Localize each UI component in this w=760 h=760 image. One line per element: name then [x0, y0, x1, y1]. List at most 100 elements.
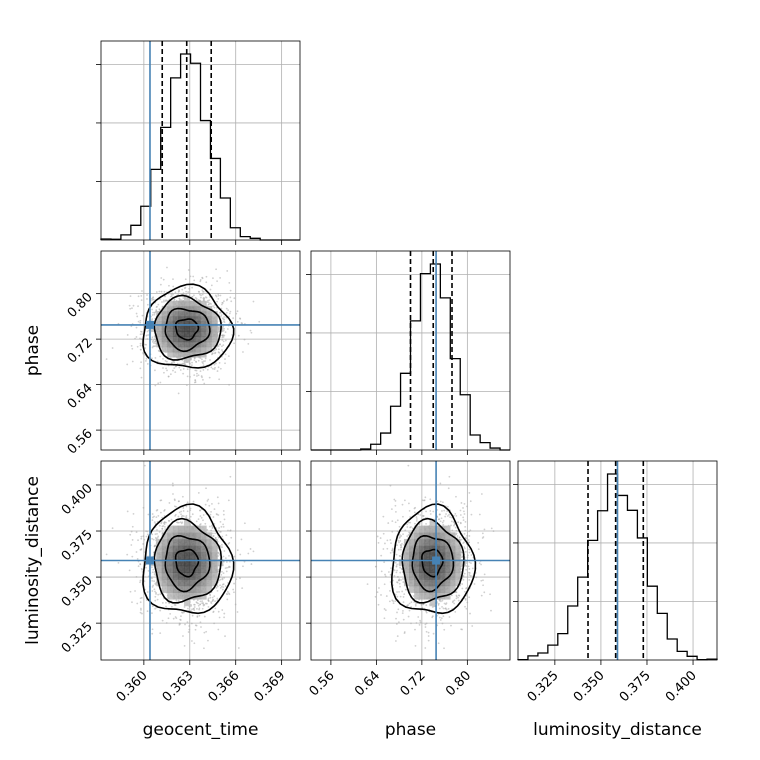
sample-point: [466, 554, 469, 557]
sample-point: [139, 367, 142, 370]
sample-point: [417, 616, 420, 618]
density-cell: [156, 316, 163, 322]
sample-point: [437, 642, 440, 645]
density-cell: [200, 545, 207, 553]
density-cell: [419, 525, 425, 533]
sample-point: [167, 519, 170, 522]
sample-point: [233, 297, 236, 300]
x-tick-label: 0.366: [206, 668, 243, 705]
sample-point: [258, 320, 261, 323]
density-cell: [189, 316, 196, 322]
density-cell: [167, 552, 174, 560]
sample-point: [208, 376, 211, 379]
sample-point: [450, 524, 452, 527]
sample-point: [219, 294, 222, 297]
sample-point: [222, 318, 225, 320]
density-cell: [189, 341, 196, 348]
sample-point: [202, 519, 204, 522]
sample-point: [465, 565, 468, 567]
density-cell: [455, 565, 461, 573]
sample-point: [154, 357, 157, 359]
density-cell: [409, 552, 415, 560]
sample-point: [189, 375, 191, 378]
panel-geocent_time-phase: 0.560.640.720.80: [65, 250, 301, 457]
density-cell: [429, 585, 436, 593]
sample-point: [219, 311, 222, 314]
sample-point: [224, 567, 227, 570]
sample-point: [441, 599, 444, 602]
sample-point: [468, 574, 471, 576]
sample-point: [221, 546, 224, 548]
sample-point: [197, 518, 200, 521]
contour-2: [153, 517, 223, 604]
sample-point: [395, 617, 397, 620]
sample-point: [161, 602, 164, 604]
sample-point: [446, 510, 449, 513]
sample-point: [400, 567, 403, 570]
sample-point: [429, 498, 432, 501]
sample-point: [216, 370, 219, 372]
sample-point: [184, 278, 187, 281]
density-cell: [424, 559, 431, 567]
sample-point: [194, 624, 197, 627]
density-cell: [434, 579, 441, 587]
sample-point: [223, 327, 225, 330]
sample-point: [153, 335, 156, 338]
sample-point: [414, 604, 417, 607]
sample-point: [389, 539, 392, 541]
sample-point: [143, 538, 146, 541]
sample-point: [153, 580, 155, 583]
sample-point: [203, 615, 206, 618]
sample-point: [473, 583, 476, 585]
x-tick-label: 0.369: [252, 668, 289, 705]
sample-point: [252, 300, 255, 303]
sample-point: [394, 593, 397, 596]
sample-point: [408, 602, 411, 605]
sample-point: [182, 510, 185, 512]
density-cell: [161, 538, 168, 547]
sample-point: [153, 521, 156, 524]
sample-point: [175, 505, 177, 508]
sample-point: [215, 268, 217, 271]
sample-point: [481, 532, 484, 535]
density-cell: [167, 336, 174, 343]
sample-point: [205, 487, 207, 490]
panel-phase-luminosity_distance: 0.56 0.64 0.72 0.80: [306, 460, 511, 699]
density-cell: [200, 300, 207, 307]
sample-point: [380, 594, 382, 596]
density-cell: [183, 552, 190, 560]
density-cell: [444, 572, 451, 580]
density-cell: [167, 310, 174, 317]
sample-point: [226, 591, 229, 593]
density-cell: [172, 316, 179, 322]
sample-point: [168, 284, 170, 287]
density-cell: [172, 310, 179, 317]
density-cell: [183, 300, 190, 307]
sample-point: [438, 513, 441, 516]
sample-point: [165, 360, 168, 363]
sample-point: [425, 522, 427, 525]
sample-point: [414, 522, 416, 525]
density-cell: [167, 579, 174, 587]
sample-point: [222, 525, 225, 528]
density-cell: [211, 316, 218, 322]
density-cell: [419, 572, 425, 580]
density-cell: [189, 559, 196, 567]
sample-point: [380, 554, 383, 557]
sample-point: [466, 535, 468, 537]
density-cell: [439, 538, 446, 547]
sample-point: [452, 521, 455, 523]
sample-point: [177, 293, 180, 296]
density-cell: [195, 305, 202, 312]
density-cell: [206, 579, 213, 587]
density-cell: [183, 305, 190, 312]
y-tick-label: 0.325: [59, 619, 96, 656]
sample-point: [204, 522, 207, 525]
sample-point: [228, 565, 230, 568]
sample-point: [400, 535, 403, 537]
density-cell: [444, 552, 451, 560]
sample-point: [166, 369, 168, 372]
sample-point: [134, 590, 136, 592]
sample-point: [424, 647, 427, 649]
